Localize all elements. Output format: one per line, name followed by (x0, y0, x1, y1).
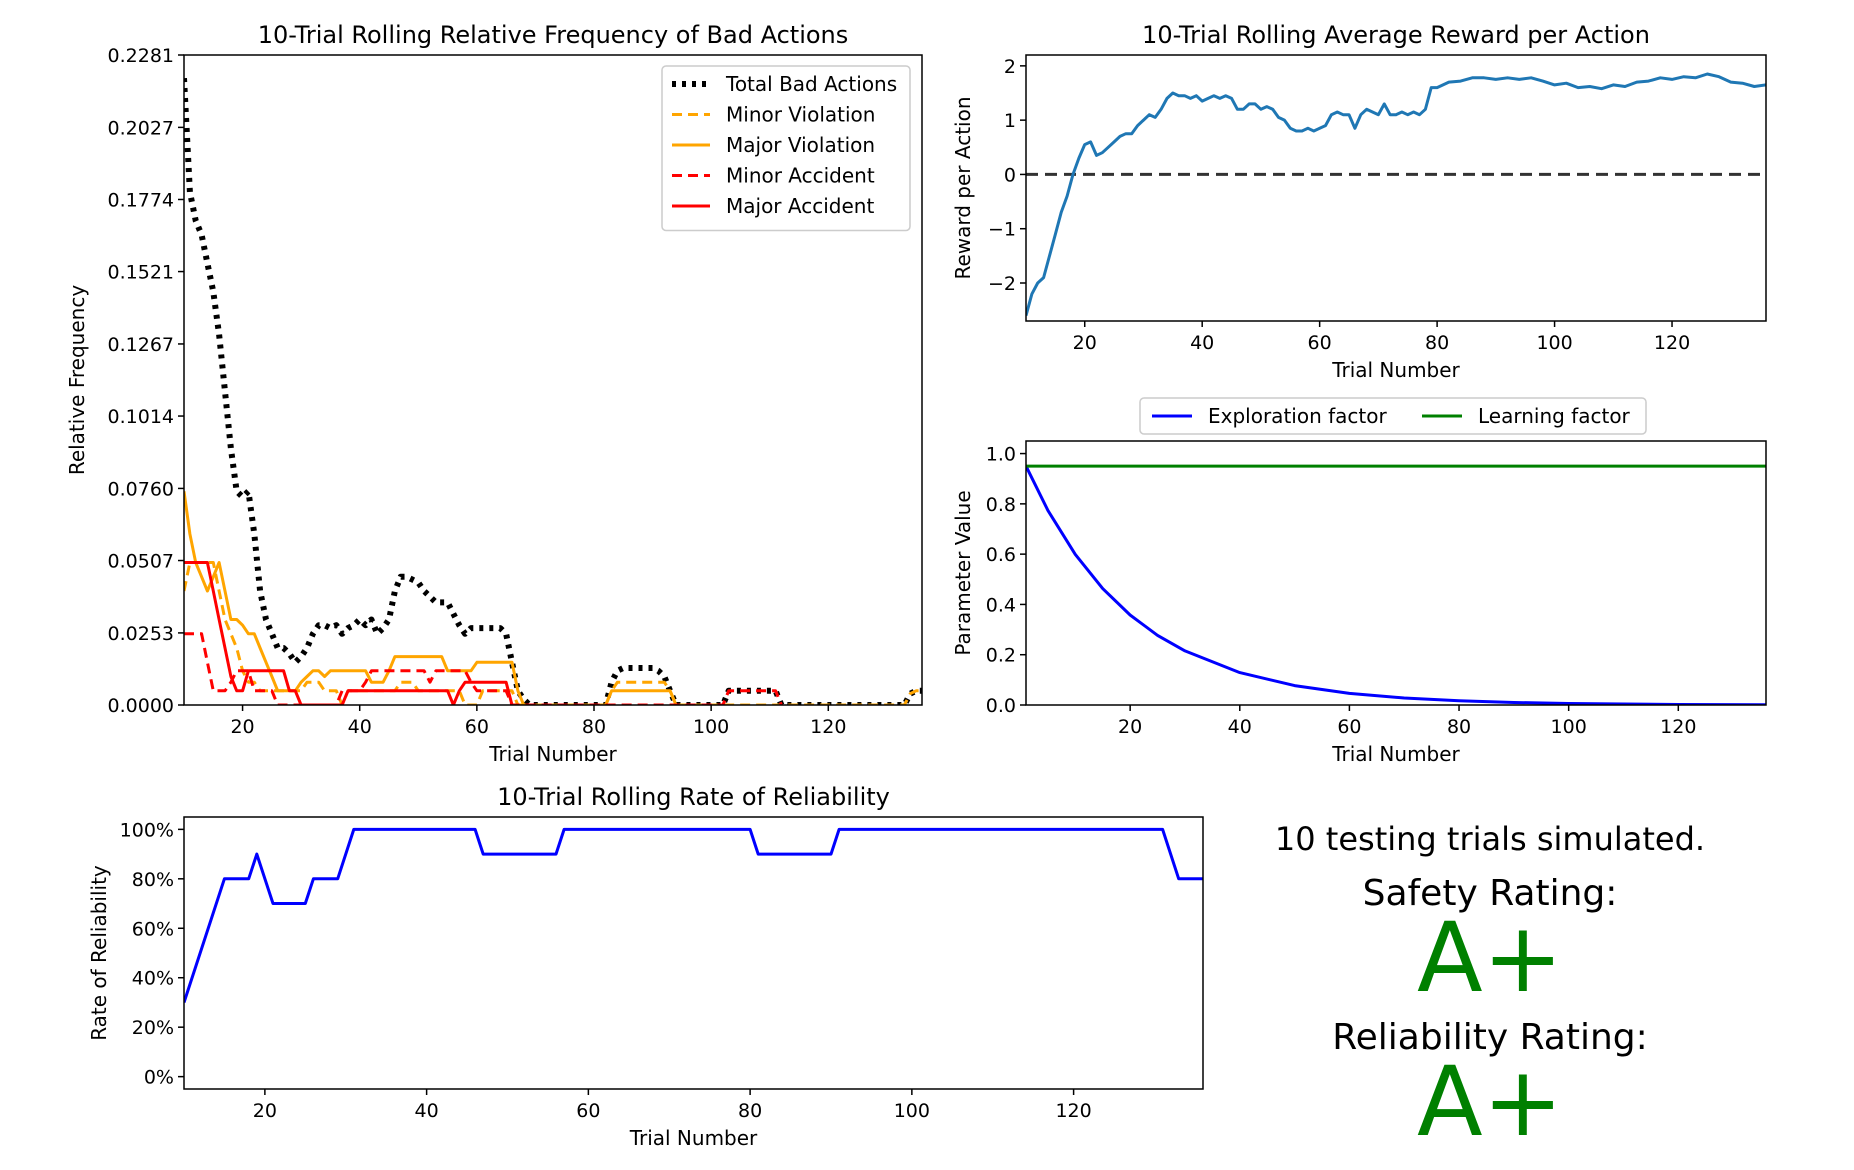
chart-title: 10-Trial Rolling Rate of Reliability (497, 783, 890, 811)
series-line-series-0 (1026, 72, 1766, 316)
chart-title: 10-Trial Rolling Average Reward per Acti… (1142, 21, 1650, 49)
x-tick-label: 20 (253, 1100, 277, 1122)
y-tick-label: 40% (132, 968, 174, 990)
x-tick-label: 100 (693, 716, 729, 738)
axes-frame (1025, 440, 1767, 706)
chart-reward: 20 40 60 80 100 120 −2 −1 0 1 2 10-Trial Rolling Av… (951, 21, 1767, 382)
chart-params: 20 40 60 80 100 120 0.0 0.2 0.4 0.6 0.8 1.0 Trial Nu… (951, 397, 1767, 766)
chart-reliability: 20 40 60 80 100 120 0% 20% 40% 60% 80% 100% 10-Trial… (87, 783, 1204, 1150)
x-axis-label: Trial Number (488, 742, 617, 766)
y-tick-label: 0.1774 (108, 189, 174, 211)
series-line-total-bad-actions (184, 77, 922, 705)
y-tick-label: 0.2281 (108, 45, 174, 67)
y-axis-label: Relative Frequency (65, 285, 89, 475)
y-tick-label: 2 (1004, 56, 1016, 78)
legend-entry: Minor Violation (726, 103, 875, 127)
reliability-rating-label: Reliability Rating: (1332, 1017, 1648, 1058)
legend-entry: Total Bad Actions (725, 72, 897, 96)
legend-entry: Minor Accident (726, 164, 875, 188)
rating-summary: 10 testing trials simulated. Safety Rati… (1270, 800, 1710, 1158)
reliability-rating-grade: A+ (1416, 1046, 1564, 1158)
legend-entry: Major Violation (726, 133, 875, 157)
y-tick-label: 0.8 (986, 494, 1016, 516)
y-tick-label: 0.2027 (108, 117, 174, 139)
axes-frame (1025, 54, 1767, 322)
x-tick-label: 60 (465, 716, 489, 738)
y-axis-label: Rate of Reliability (87, 865, 111, 1041)
y-tick-label: 80% (132, 869, 174, 891)
x-tick-label: 120 (1654, 332, 1690, 354)
safety-rating-grade: A+ (1416, 902, 1564, 1014)
y-axis-label: Reward per Action (951, 96, 975, 279)
x-axis-label: Trial Number (1331, 742, 1460, 766)
x-tick-label: 120 (1055, 1100, 1091, 1122)
legend-entry: Major Accident (726, 194, 874, 218)
x-tick-label: 20 (1118, 716, 1142, 738)
x-tick-label: 60 (1337, 716, 1361, 738)
y-tick-label: 0.0000 (108, 695, 174, 717)
y-tick-label: 1.0 (986, 444, 1016, 466)
y-axis-label: Parameter Value (951, 490, 975, 655)
y-tick-label: 20% (132, 1017, 174, 1039)
y-tick-label: 0 (1004, 164, 1016, 186)
x-tick-label: 60 (1308, 332, 1332, 354)
x-tick-label: 40 (1228, 716, 1252, 738)
y-tick-label: 0.2 (986, 645, 1016, 667)
x-tick-label: 80 (582, 716, 606, 738)
y-tick-label: 100% (120, 819, 174, 841)
x-tick-label: 40 (1190, 332, 1214, 354)
x-tick-label: 120 (810, 716, 846, 738)
y-tick-label: 0.0507 (108, 551, 174, 573)
x-tick-label: 20 (230, 716, 254, 738)
x-tick-label: 80 (1447, 716, 1471, 738)
legend-box (1139, 397, 1647, 435)
series-line-minor-accident (184, 632, 783, 705)
x-tick-label: 80 (1425, 332, 1449, 354)
y-tick-label: 60% (132, 918, 174, 940)
y-tick-label: 0.1521 (108, 262, 174, 284)
series-line-exploration-factor (1026, 465, 1766, 705)
chart-bad_actions: 20 40 60 80 100 120 0.0000 0.0253 0.0507 0.0760 0.… (65, 21, 923, 766)
x-tick-label: 40 (348, 716, 372, 738)
legend-entry: Exploration factor (1208, 404, 1387, 428)
y-tick-label: 0.0 (986, 695, 1016, 717)
x-tick-label: 100 (894, 1100, 930, 1122)
legend: Exploration factor Learning factor (1139, 397, 1647, 435)
y-tick-label: 0.6 (986, 544, 1016, 566)
legend-box (661, 65, 911, 232)
y-tick-label: −1 (988, 219, 1016, 241)
x-tick-label: 20 (1073, 332, 1097, 354)
y-tick-label: 0.4 (986, 594, 1016, 616)
y-tick-label: 0.1267 (108, 334, 174, 356)
y-tick-label: 0.1014 (108, 406, 174, 428)
y-tick-label: 0.0760 (108, 478, 174, 500)
trials-simulated-text: 10 testing trials simulated. (1274, 820, 1706, 858)
x-tick-label: 60 (576, 1100, 600, 1122)
x-tick-label: 100 (1551, 716, 1587, 738)
y-tick-label: −2 (988, 273, 1016, 295)
x-tick-label: 120 (1660, 716, 1696, 738)
series-line-series-0 (184, 827, 1203, 1003)
axes-frame (183, 816, 1204, 1090)
legend: Total Bad Actions Minor Violation Major Vi… (661, 65, 911, 232)
series-line-minor-violation (184, 561, 922, 705)
x-tick-label: 40 (415, 1100, 439, 1122)
series-line-major-accident (184, 561, 514, 705)
x-tick-label: 80 (738, 1100, 762, 1122)
safety-rating-label: Safety Rating: (1362, 873, 1618, 914)
series-line-major-violation (184, 491, 678, 705)
y-tick-label: 1 (1004, 110, 1016, 132)
y-tick-label: 0.0253 (108, 623, 174, 645)
legend-entry: Learning factor (1478, 404, 1631, 428)
axes-frame (183, 54, 923, 706)
y-tick-label: 0% (144, 1067, 174, 1089)
x-axis-label: Trial Number (1331, 358, 1460, 382)
x-tick-label: 100 (1536, 332, 1572, 354)
x-axis-label: Trial Number (629, 1126, 758, 1150)
chart-title: 10-Trial Rolling Relative Frequency of B… (258, 21, 849, 49)
